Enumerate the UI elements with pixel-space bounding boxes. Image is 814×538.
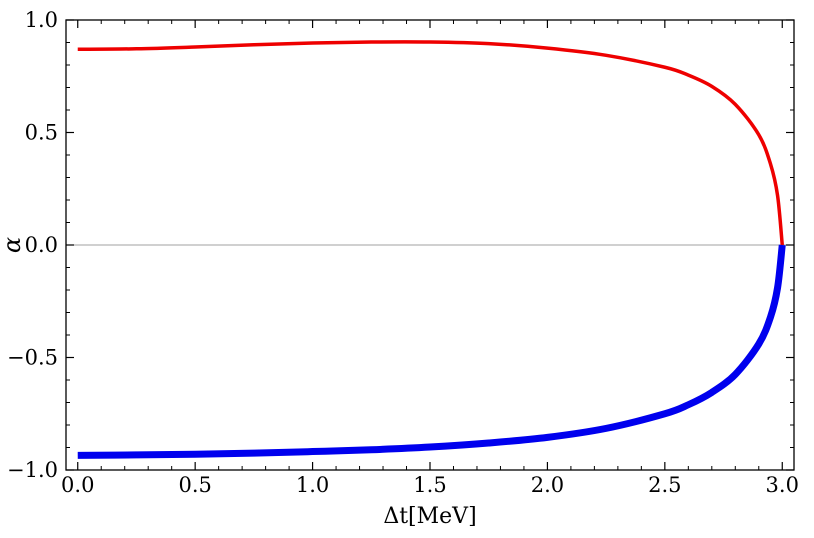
x-tick-label: 0.5 [178,473,211,497]
x-tick-label: 2.0 [531,473,564,497]
x-tick-label: 0.0 [61,473,94,497]
series-line-2 [77,244,786,459]
series-line-1 [77,40,785,246]
x-tick-label: 1.0 [296,473,329,497]
x-tick-label: 3.0 [766,473,799,497]
y-tick-label: −1.0 [7,458,58,482]
x-axis-label: Δt[MeV] [383,504,476,529]
y-axis-label: α [0,237,26,253]
y-tick-label: 1.0 [25,8,58,32]
y-tick-label: 0.5 [25,121,58,145]
x-tick-label: 1.5 [413,473,446,497]
x-tick-label: 2.5 [648,473,681,497]
y-tick-label: −0.5 [7,346,58,370]
y-tick-label: 0.0 [25,233,58,257]
